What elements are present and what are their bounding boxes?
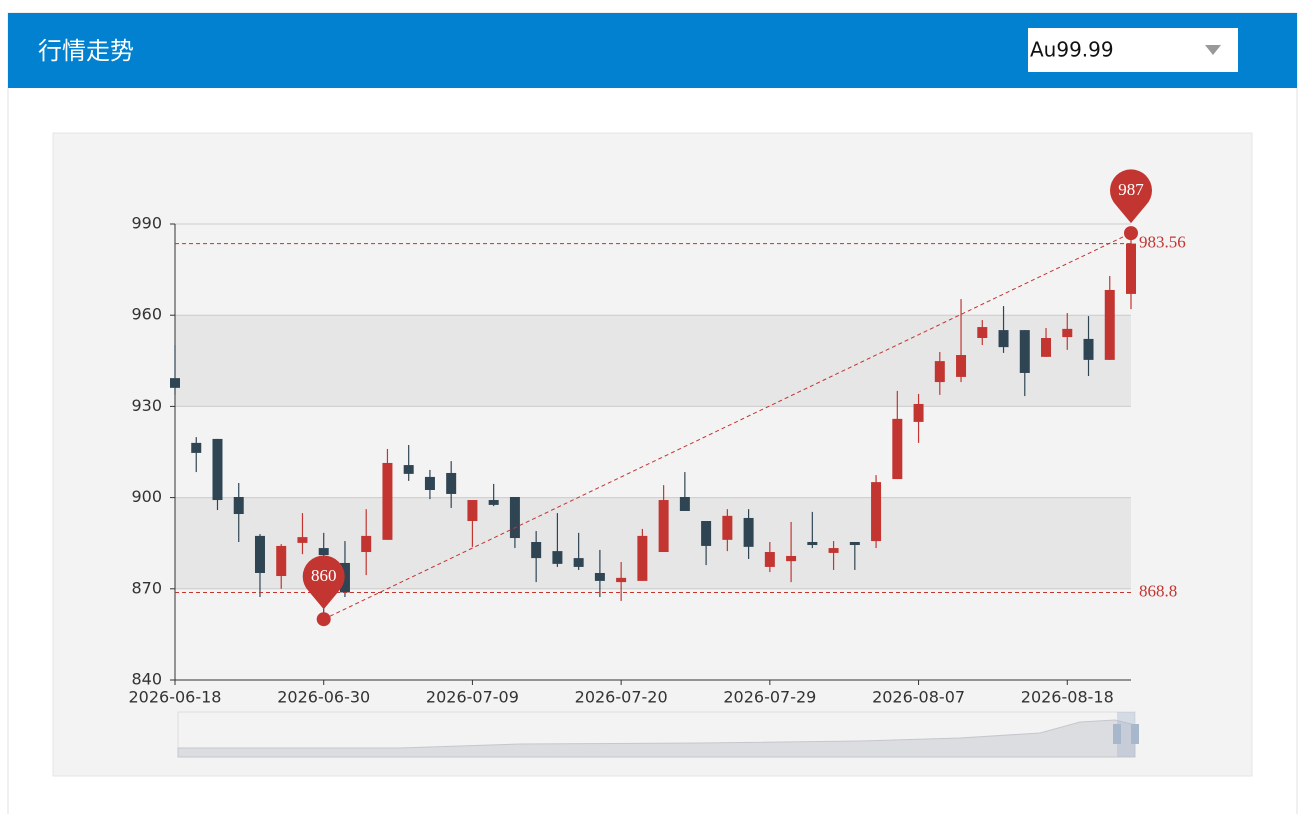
mark-point-label: 860 [311, 566, 337, 585]
y-tick-label: 840 [131, 670, 162, 689]
candle-body [892, 418, 903, 480]
select-arrow[interactable] [1205, 45, 1221, 55]
select-box[interactable] [1028, 28, 1238, 72]
candle-body [1083, 338, 1094, 360]
mark-point-dot [316, 612, 331, 627]
candle-body [488, 500, 499, 505]
candle-body [1126, 243, 1136, 294]
x-tick-label: 2026-07-20 [575, 688, 668, 707]
header-title: 行情走势 [38, 37, 134, 65]
candle-body [743, 517, 754, 547]
candle-body [509, 496, 520, 539]
candle-body [956, 355, 967, 377]
candle-body [913, 403, 924, 422]
y-tick-label: 930 [131, 396, 162, 415]
split-area [175, 406, 1131, 498]
x-tick-label: 2026-07-29 [723, 688, 816, 707]
candle-body [424, 476, 435, 490]
select[interactable]: Au99.99 [1028, 28, 1238, 72]
candle-body [616, 577, 627, 583]
select-value[interactable]: Au99.99 [1030, 38, 1114, 62]
candle-body [658, 500, 669, 553]
candle-body [871, 482, 882, 542]
candle-body [1019, 330, 1030, 373]
x-tick-label: 2026-08-07 [872, 688, 965, 707]
candle-body [637, 535, 648, 581]
plot: 840 870 900 930 960 990 2026-06-18 2026-06-30 20… [129, 169, 1186, 707]
candle-body [339, 562, 350, 593]
candle-body [446, 472, 457, 494]
split-area [175, 315, 1131, 407]
candle-body [467, 500, 478, 522]
y-tick-label: 870 [131, 578, 162, 597]
zoom-handle-right[interactable] [1131, 724, 1139, 744]
candle-body [297, 537, 308, 543]
candle-body [318, 548, 329, 556]
y-tick-label: 960 [131, 305, 162, 324]
trend-line [323, 232, 1132, 620]
candle-body [828, 548, 839, 553]
candle-body [276, 545, 287, 577]
candle-body [191, 442, 202, 453]
candle-body [573, 558, 584, 567]
candle-body [552, 551, 563, 564]
candle-body [254, 535, 265, 573]
mark-point-dot [1124, 226, 1138, 241]
x-tick-label: 2026-07-09 [426, 688, 519, 707]
data-zoom[interactable] [177, 711, 1139, 758]
mark-point-label: 987 [1118, 180, 1144, 199]
candle-body [934, 361, 945, 383]
candle-body [786, 555, 797, 562]
candle-body [722, 515, 733, 540]
split-area [175, 224, 1131, 316]
candle-body [594, 572, 605, 581]
split-area [175, 588, 1131, 680]
candle-body [403, 465, 414, 474]
x-tick-label: 2026-06-18 [129, 688, 222, 707]
mark-line-label: 983.56 [1139, 232, 1186, 251]
candle-body [679, 496, 690, 511]
candle-body [764, 552, 775, 567]
candle-body [212, 438, 223, 501]
x-tick-label: 2026-08-18 [1021, 688, 1114, 707]
y-tick-label: 990 [131, 214, 162, 233]
candle-body [1062, 328, 1073, 338]
candle-body [977, 327, 988, 338]
candle-body [531, 541, 542, 559]
candle-body [1041, 338, 1052, 357]
y-tick-label: 900 [131, 487, 162, 506]
candle-body [998, 330, 1009, 348]
mark-point-pin [302, 555, 345, 610]
candle-body [382, 462, 393, 540]
candle-body [233, 496, 244, 515]
zoom-handle-left[interactable] [1113, 724, 1121, 744]
candle-body [1104, 289, 1115, 360]
candle-body [849, 541, 860, 546]
candle-body [361, 535, 372, 553]
mark-point-pin [1110, 169, 1152, 224]
candle-body [807, 541, 818, 546]
candle-body [170, 378, 180, 388]
zoom-window[interactable] [1117, 712, 1135, 757]
mark-line-label: 868.8 [1139, 581, 1177, 600]
candle-body [701, 521, 712, 546]
x-tick-label: 2026-06-30 [277, 688, 370, 707]
